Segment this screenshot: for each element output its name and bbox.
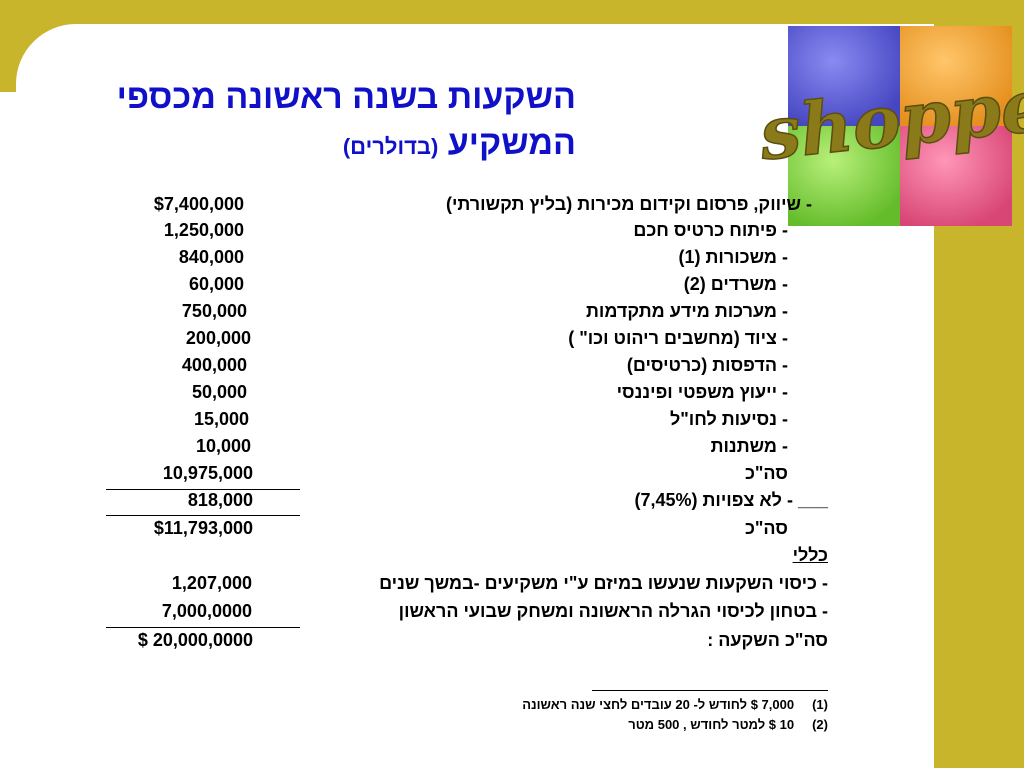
- subtotal-rule: [106, 489, 300, 490]
- row-label: ___ - לא צפויות (7,45%): [634, 490, 828, 510]
- row-amount: 400,000: [181, 355, 247, 375]
- row-label: - ציוד (מחשבים ריהוט וכו" ): [568, 328, 788, 348]
- title-unit: (בדולרים): [342, 134, 439, 159]
- logo-square-green: [788, 126, 900, 226]
- row-amount: $ 20,000,0000: [137, 630, 253, 650]
- row-amount: 750,000: [181, 301, 247, 321]
- row-amount: 10,000: [195, 436, 251, 456]
- row-amount: 1,207,000: [171, 573, 252, 593]
- row-label: סה"כ השקעה :: [707, 630, 828, 650]
- row-label: - ייעוץ משפטי ופיננסי: [616, 382, 788, 402]
- row-amount: 10,975,000: [162, 463, 253, 483]
- row-label: - משכורות (1): [678, 247, 788, 267]
- row-amount: 818,000: [187, 490, 253, 510]
- slide-content: השקעות בשנה ראשונה מכספי המשקיע (בדולרים…: [0, 74, 1024, 732]
- contingency-rule: [106, 515, 300, 516]
- title-line2: המשקיע (בדולרים): [342, 124, 576, 162]
- table-row: - ציוד (מחשבים ריהוט וכו" ) 200,000: [0, 328, 1024, 354]
- subtotal2-row: סה"כ $11,793,000: [0, 518, 1024, 544]
- logo-square-orange: [900, 26, 1012, 126]
- table-row: - נסיעות לחו"ל 15,000: [0, 409, 1024, 435]
- table-row: - מערכות מידע מתקדמות 750,000: [0, 301, 1024, 327]
- row-amount: 50,000: [191, 382, 247, 402]
- logo-square-pink: [900, 126, 1012, 226]
- row-amount: 1,250,000: [163, 220, 244, 240]
- total-row: סה"כ השקעה : $ 20,000,0000: [0, 630, 1024, 656]
- logo-square-blue: [788, 26, 900, 126]
- row-label: - שיווק, פרסום וקידום מכירות (בליץ תקשור…: [445, 194, 812, 214]
- footnote-number: (1): [812, 697, 828, 712]
- footnote-text: 7,000 $ לחודש ל- 20 עובדים לחצי שנה ראשו…: [522, 697, 795, 712]
- general-rule: [106, 627, 300, 628]
- table-row: - ייעוץ משפטי ופיננסי 50,000: [0, 382, 1024, 408]
- title-line1: השקעות בשנה ראשונה מכספי: [116, 78, 576, 116]
- row-label: - כיסוי השקעות שנעשו במיזם ע"י משקיעים -…: [379, 573, 828, 593]
- shopper-logo: shopper: [754, 26, 1024, 226]
- row-label: כללי: [792, 545, 828, 565]
- general-row: - בטחון לכיסוי הגרלה הראשונה ומשחק שבועי…: [0, 601, 1024, 627]
- slide-panel: [16, 24, 934, 784]
- table-row: - שיווק, פרסום וקידום מכירות (בליץ תקשור…: [0, 194, 1024, 220]
- row-amount: 200,000: [185, 328, 251, 348]
- footnote: (1) 7,000 $ לחודש ל- 20 עובדים לחצי שנה ר…: [522, 697, 828, 712]
- row-amount: 15,000: [193, 409, 249, 429]
- table-row: - משכורות (1) 840,000: [0, 247, 1024, 273]
- row-amount: 60,000: [188, 274, 244, 294]
- footnote-number: (2): [812, 717, 828, 732]
- table-row: - משתנות 10,000: [0, 436, 1024, 462]
- general-row: - כיסוי השקעות שנעשו במיזם ע"י משקיעים -…: [0, 573, 1024, 599]
- row-label: - מערכות מידע מתקדמות: [585, 301, 788, 321]
- row-amount: $11,793,000: [153, 518, 253, 538]
- row-amount: $7,400,000: [153, 194, 244, 214]
- row-label: - פיתוח כרטיס חכם: [633, 220, 788, 240]
- row-label: - משרדים (2): [683, 274, 788, 294]
- row-amount: 840,000: [178, 247, 244, 267]
- footnote-text: 10 $ למטר לחודש , 500 מטר: [628, 717, 795, 732]
- row-label: - נסיעות לחו"ל: [669, 409, 788, 429]
- row-label: - משתנות: [710, 436, 788, 456]
- footnote: (2) 10 $ למטר לחודש , 500 מטר: [628, 717, 828, 732]
- row-label: סה"כ: [744, 518, 788, 538]
- table-row: - הדפסות (כרטיסים) 400,000: [0, 355, 1024, 381]
- table-row: - פיתוח כרטיס חכם 1,250,000: [0, 220, 1024, 246]
- contingency-row: ___ - לא צפויות (7,45%) 818,000: [0, 490, 1024, 516]
- general-heading: כללי: [0, 545, 1024, 571]
- footnote-separator: [592, 690, 828, 691]
- row-amount: 7,000,0000: [161, 601, 252, 621]
- page-title: השקעות בשנה ראשונה מכספי המשקיע (בדולרים…: [117, 74, 576, 170]
- subtotal-row: סה"כ 10,975,000: [0, 463, 1024, 489]
- row-label: - הדפסות (כרטיסים): [626, 355, 788, 375]
- row-label: סה"כ: [744, 463, 788, 483]
- row-label: - בטחון לכיסוי הגרלה הראשונה ומשחק שבועי…: [398, 601, 828, 621]
- table-row: - משרדים (2) 60,000: [0, 274, 1024, 300]
